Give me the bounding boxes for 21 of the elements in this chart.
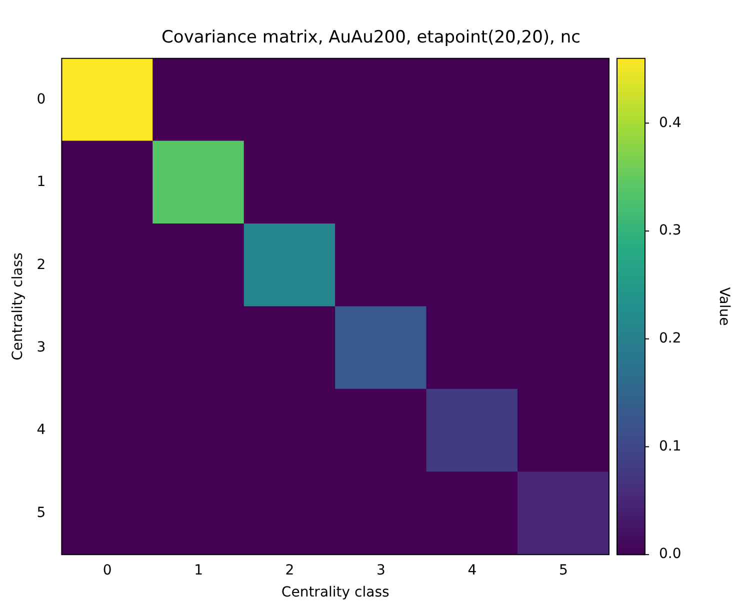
x-tick-label: 0 [102, 562, 112, 579]
y-tick-label: 4 [36, 422, 46, 438]
x-tick-label: 2 [285, 562, 294, 579]
color-bar-label: 0.1 [659, 438, 682, 454]
x-axis-title: Centrality class [281, 584, 390, 600]
x-tick-label: 3 [376, 562, 386, 579]
color-bar-label: 0.2 [659, 330, 682, 346]
y-axis-title: Centrality class [10, 252, 26, 360]
color-bar-label: 0.0 [659, 546, 682, 562]
y-tick-label: 2 [36, 256, 46, 273]
y-tick-label: 0 [36, 91, 46, 108]
y-tick-label: 3 [36, 339, 46, 356]
chart-title: Covariance matrix, AuAu200, etapoint(20,20), nc [162, 28, 580, 48]
color-bar-label: 0.4 [659, 114, 682, 131]
x-tick-label: 4 [468, 562, 477, 579]
x-tick-label: 5 [558, 562, 568, 579]
x-tick-label: 1 [194, 562, 203, 579]
y-tick-label: 5 [36, 504, 46, 521]
color-bar-label: 0.3 [659, 222, 682, 239]
y-tick-label: 1 [36, 174, 46, 190]
color-bar-title: Value [716, 287, 732, 326]
